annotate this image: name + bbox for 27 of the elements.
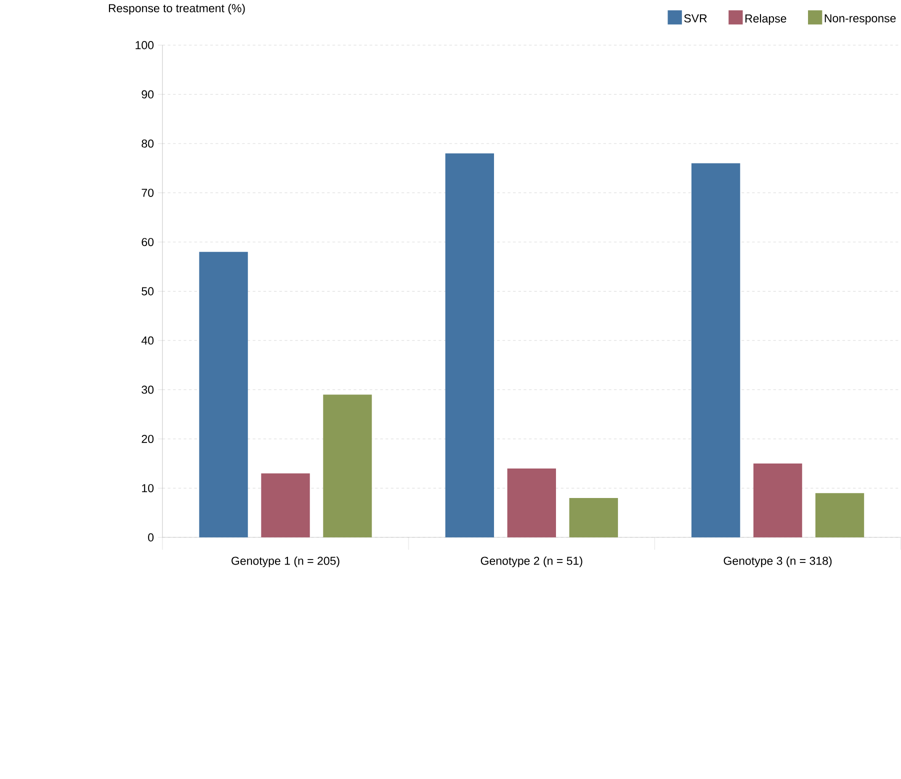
bar xyxy=(753,464,802,538)
x-tick-label: Genotype 2 (n = 51) xyxy=(480,556,582,568)
x-tick-label: Genotype 1 (n = 205) xyxy=(232,556,340,568)
y-tick-label: 40 xyxy=(141,336,154,345)
bar xyxy=(569,498,618,538)
x-tick-label: Genotype 3 (n = 318) xyxy=(724,556,832,568)
bar xyxy=(815,493,864,538)
y-tick-label: 60 xyxy=(142,238,154,246)
y-tick-label: 100 xyxy=(136,41,154,50)
legend-label: SVR xyxy=(684,14,707,23)
bar xyxy=(691,163,740,538)
bar xyxy=(199,252,248,538)
bar xyxy=(323,394,372,538)
y-tick-label: 10 xyxy=(142,484,154,492)
bar xyxy=(445,154,494,538)
y-tick-label: 30 xyxy=(142,386,154,394)
y-tick-label: 90 xyxy=(142,90,154,99)
y-tick-label: 0 xyxy=(148,534,154,542)
bar xyxy=(507,468,556,538)
y-tick-label: 50 xyxy=(142,287,154,296)
y-axis-title: Response to treatment (%) xyxy=(108,4,245,15)
bar xyxy=(261,474,310,538)
y-tick-label: 80 xyxy=(142,140,154,148)
y-tick-label: 20 xyxy=(142,435,154,444)
y-tick-label: 70 xyxy=(142,188,154,198)
legend-label: Relapse xyxy=(745,14,786,26)
legend-label: Non-response xyxy=(824,14,896,25)
